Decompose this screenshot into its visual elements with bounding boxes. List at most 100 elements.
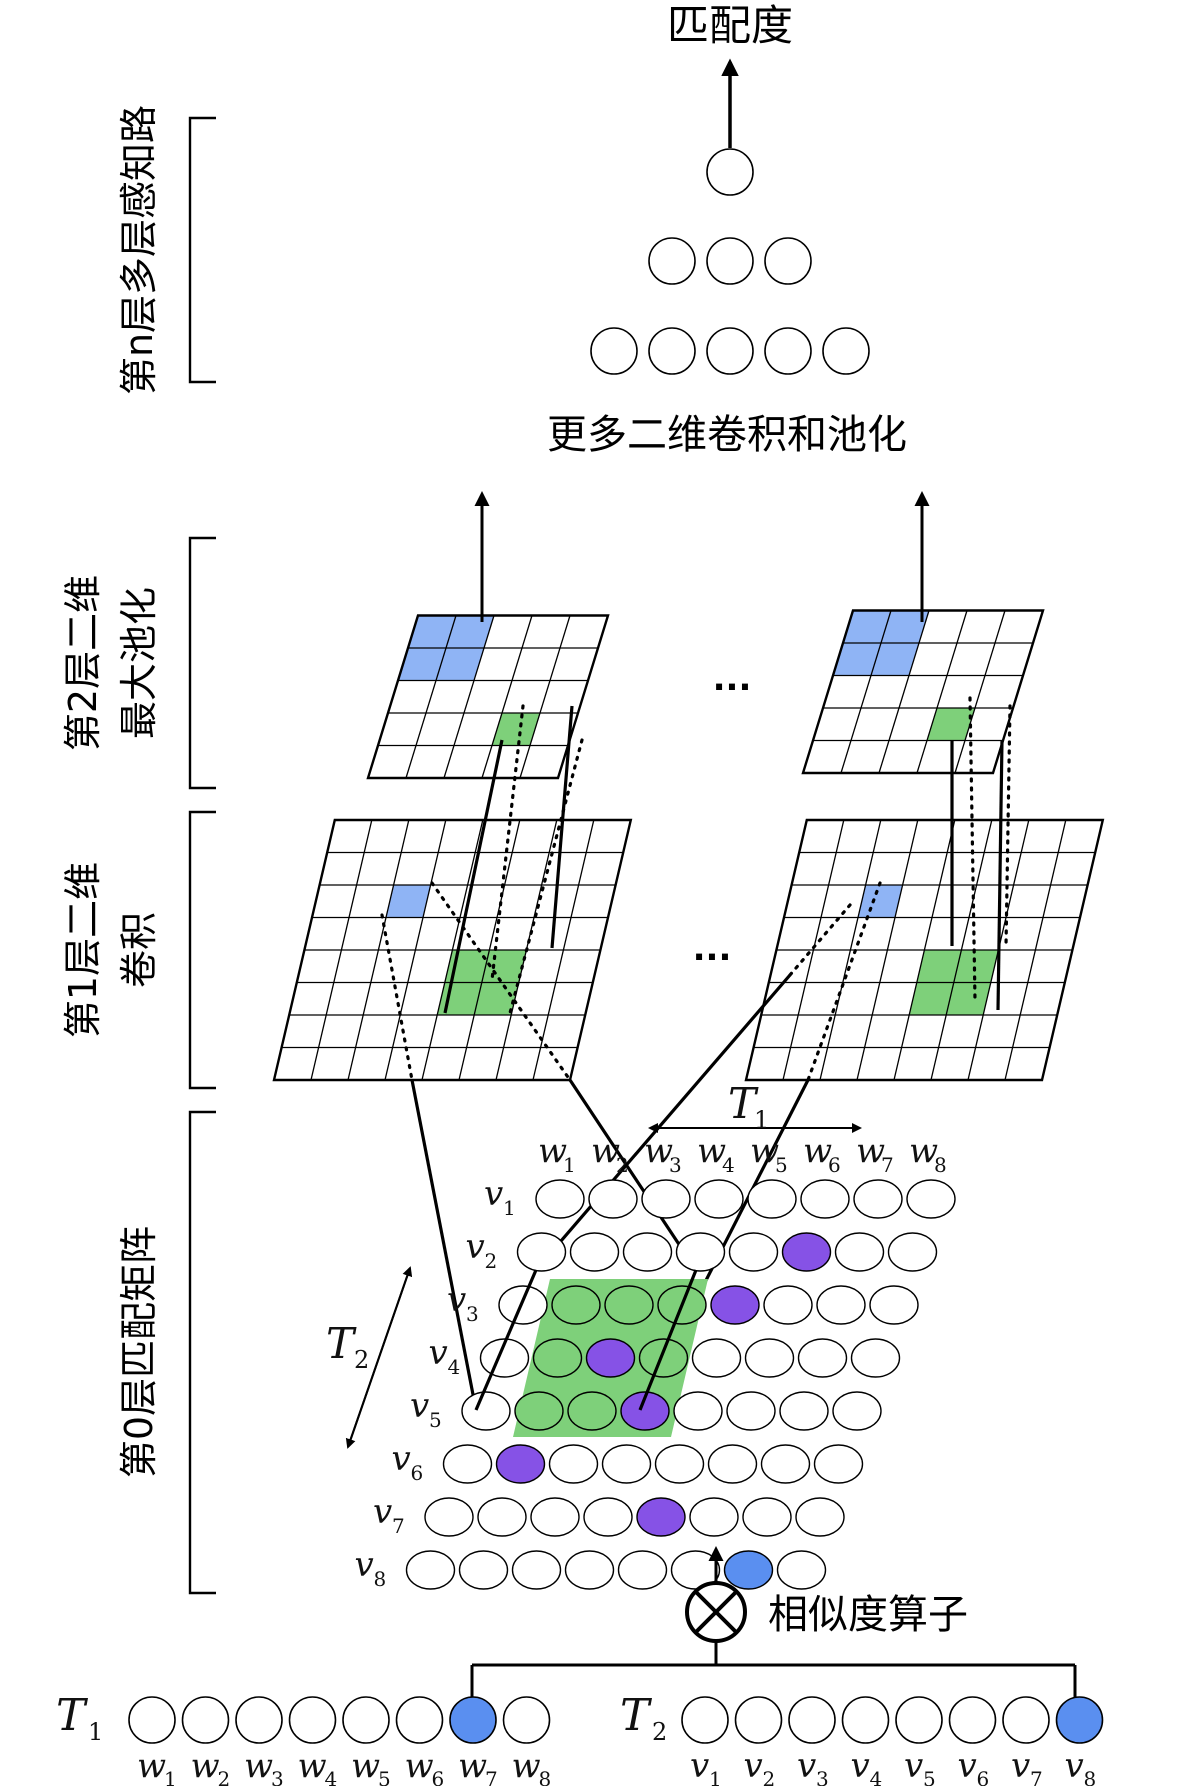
seq-t2-name: T bbox=[620, 1690, 653, 1741]
matching-matrix: w1 w2 w3 w4 w5 w6 w7 w8v 1v 2v 3v 4v 5v 6v 7v 8 bbox=[355, 1131, 956, 1591]
match-cell bbox=[760, 1444, 811, 1484]
sequence-token-label: w bbox=[137, 1746, 166, 1786]
t1-axis-sub: 1 bbox=[754, 1106, 769, 1134]
mlp-neuron bbox=[764, 327, 812, 375]
matrix-row-label-sub: 8 bbox=[374, 1567, 387, 1591]
matrix-col-label: w bbox=[644, 1131, 673, 1171]
mlp-neuron bbox=[706, 327, 754, 375]
match-cell bbox=[763, 1285, 813, 1325]
mlp-neuron bbox=[822, 327, 870, 375]
matrix-col-label-sub: 1 bbox=[563, 1153, 576, 1177]
match-cell bbox=[620, 1391, 670, 1431]
match-cell bbox=[564, 1550, 615, 1590]
matrix-col-label-sub: 6 bbox=[828, 1153, 841, 1177]
match-cell bbox=[567, 1391, 617, 1431]
sequence-token bbox=[395, 1696, 444, 1744]
match-cell bbox=[551, 1285, 601, 1325]
sequence-token-label: v bbox=[797, 1746, 816, 1786]
sequence-token bbox=[1055, 1696, 1104, 1744]
match-cell bbox=[779, 1391, 829, 1431]
match-cell bbox=[673, 1391, 723, 1431]
matrix-row-label: v bbox=[392, 1439, 411, 1479]
match-cell bbox=[636, 1497, 686, 1537]
match-cell bbox=[710, 1285, 760, 1325]
match-cell bbox=[477, 1497, 527, 1537]
sequence-token bbox=[502, 1696, 551, 1744]
match-cell bbox=[532, 1338, 583, 1378]
matrix-row-label: v bbox=[373, 1492, 392, 1532]
sequence-token-label-sub: 6 bbox=[432, 1767, 445, 1786]
matrix-col-label: w bbox=[591, 1131, 620, 1171]
match-cell bbox=[726, 1391, 776, 1431]
sequence-token bbox=[948, 1696, 997, 1744]
sequence-token-label-sub: 4 bbox=[870, 1767, 883, 1786]
match-cell bbox=[869, 1285, 919, 1325]
match-cell bbox=[776, 1550, 827, 1590]
matrix-row-label: v bbox=[355, 1545, 374, 1585]
matrix-col-label: w bbox=[697, 1131, 726, 1171]
sequence-token-label-sub: 2 bbox=[763, 1767, 776, 1786]
matrix-col-label: w bbox=[909, 1131, 938, 1171]
matrix-col-label-sub: 5 bbox=[775, 1153, 788, 1177]
sequence-token-label: v bbox=[690, 1746, 709, 1786]
sequence-token-label-sub: 2 bbox=[218, 1767, 231, 1786]
seq-t1-name: T bbox=[56, 1690, 89, 1741]
similarity-operator-icon bbox=[685, 1581, 747, 1643]
match-cell bbox=[800, 1179, 850, 1219]
label-match0: 第0层匹配矩阵 bbox=[117, 1226, 161, 1478]
match-cell bbox=[516, 1232, 567, 1272]
mlp-neuron bbox=[706, 148, 754, 196]
match-cell bbox=[458, 1550, 509, 1590]
matrix-row-label-sub: 5 bbox=[429, 1408, 442, 1432]
sequence-connector bbox=[470, 1641, 1077, 1698]
label-pool2-line1: 第2层二维 bbox=[61, 575, 105, 751]
match-cell bbox=[588, 1179, 638, 1219]
sequence-token-label: w bbox=[458, 1746, 487, 1786]
match-cell bbox=[689, 1497, 739, 1537]
highlight-cell bbox=[927, 708, 975, 741]
matrix-col-label: w bbox=[538, 1131, 567, 1171]
matrix-col-label-sub: 3 bbox=[669, 1153, 682, 1177]
match-cell bbox=[424, 1497, 474, 1537]
match-cell bbox=[601, 1444, 652, 1484]
label-conv1-line2: 卷积 bbox=[117, 912, 161, 988]
output-title: 匹配度 bbox=[667, 1, 793, 50]
match-cell bbox=[694, 1179, 744, 1219]
mlp-neuron bbox=[706, 237, 754, 285]
t2-axis-name: T bbox=[326, 1319, 357, 1368]
sequence-token-label-sub: 5 bbox=[378, 1767, 391, 1786]
sequence-token bbox=[788, 1696, 836, 1744]
sequence-token-label: w bbox=[244, 1746, 273, 1786]
match-cell bbox=[498, 1285, 548, 1325]
match-cell bbox=[405, 1550, 456, 1590]
match-cell bbox=[495, 1444, 546, 1484]
match-cell bbox=[530, 1497, 580, 1537]
grid-frame bbox=[366, 614, 610, 780]
match-cell bbox=[461, 1391, 511, 1431]
sequence-token-label-sub: 8 bbox=[539, 1767, 552, 1786]
matrix-row-label: v bbox=[484, 1174, 503, 1214]
sequence-token-label: w bbox=[298, 1746, 327, 1786]
matrix-row-label-sub: 7 bbox=[392, 1514, 405, 1538]
sequence-token bbox=[1002, 1696, 1050, 1744]
mlp-neuron bbox=[648, 327, 696, 375]
match-cell bbox=[742, 1497, 792, 1537]
match-cell bbox=[638, 1338, 689, 1378]
sequence-token-label: v bbox=[851, 1746, 870, 1786]
match-cell bbox=[850, 1338, 901, 1378]
mlp-neuron bbox=[648, 237, 696, 285]
sequence-token bbox=[235, 1696, 283, 1744]
matrix-row-label-sub: 1 bbox=[503, 1196, 516, 1220]
matrix-col-label-sub: 7 bbox=[881, 1153, 894, 1177]
sequence-token-label-sub: 3 bbox=[816, 1767, 829, 1786]
conv-map-right bbox=[744, 818, 1105, 1082]
sequence-token-label-sub: 5 bbox=[923, 1767, 936, 1786]
sequence-token-label: w bbox=[191, 1746, 220, 1786]
match-cell bbox=[781, 1232, 832, 1272]
match-cell bbox=[511, 1550, 562, 1590]
sequence-token-label: v bbox=[958, 1746, 977, 1786]
match-cell bbox=[744, 1338, 795, 1378]
bracket-mlp bbox=[188, 116, 216, 384]
match-cell bbox=[834, 1232, 885, 1272]
match-cell bbox=[622, 1232, 673, 1272]
